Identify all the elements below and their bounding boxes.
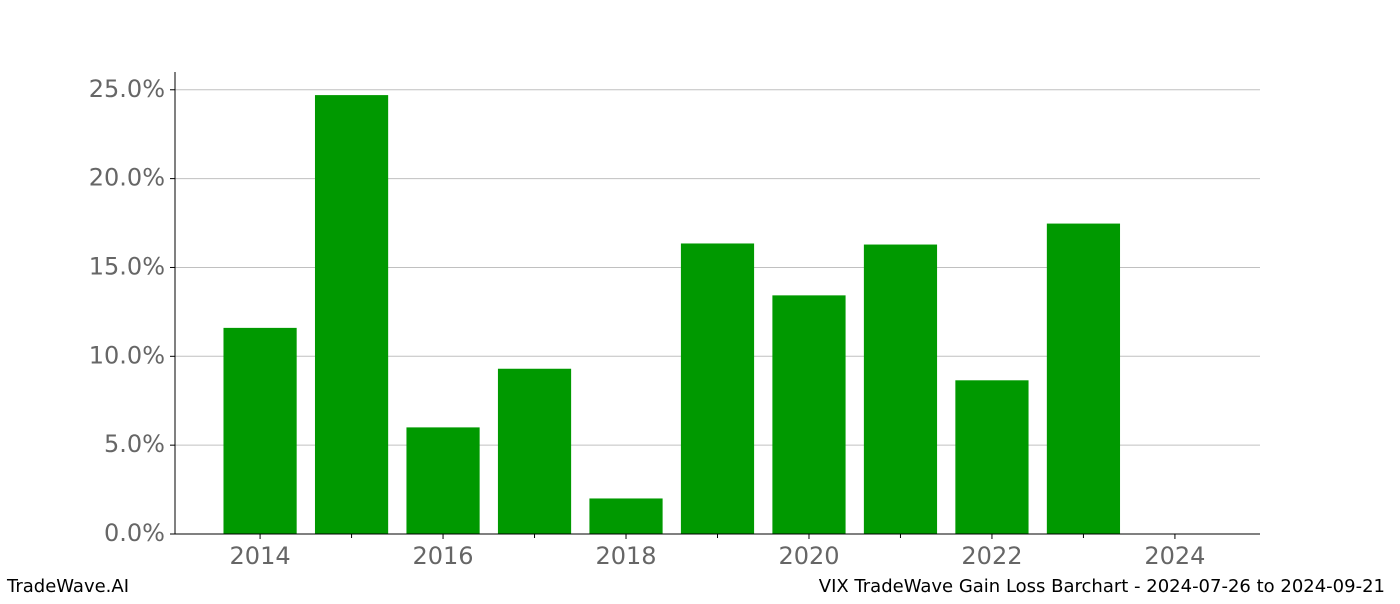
bar — [1046, 223, 1121, 534]
y-tick-label: 10.0% — [89, 341, 165, 369]
bar — [589, 498, 663, 534]
x-tick-label: 2024 — [1144, 542, 1205, 570]
bar — [223, 327, 297, 534]
source-label: TradeWave.AI — [6, 576, 129, 597]
bar — [772, 295, 846, 534]
bar — [863, 244, 938, 534]
x-tick-label: 2016 — [413, 542, 474, 570]
bar — [406, 427, 480, 534]
y-tick-label: 15.0% — [89, 252, 165, 280]
x-tick-label: 2022 — [961, 542, 1022, 570]
bar — [497, 368, 572, 534]
chart-title: VIX TradeWave Gain Loss Barchart - 2024-… — [819, 576, 1385, 597]
bar — [314, 95, 389, 534]
x-tick-label: 2014 — [230, 542, 291, 570]
y-tick-label: 5.0% — [104, 430, 165, 458]
y-tick-label: 25.0% — [89, 75, 165, 103]
x-tick-label: 2020 — [778, 542, 839, 570]
x-tick-label: 2018 — [595, 542, 656, 570]
bar — [955, 380, 1029, 534]
bar — [680, 243, 755, 534]
y-tick-label: 0.0% — [104, 519, 165, 547]
y-tick-label: 20.0% — [89, 164, 165, 192]
